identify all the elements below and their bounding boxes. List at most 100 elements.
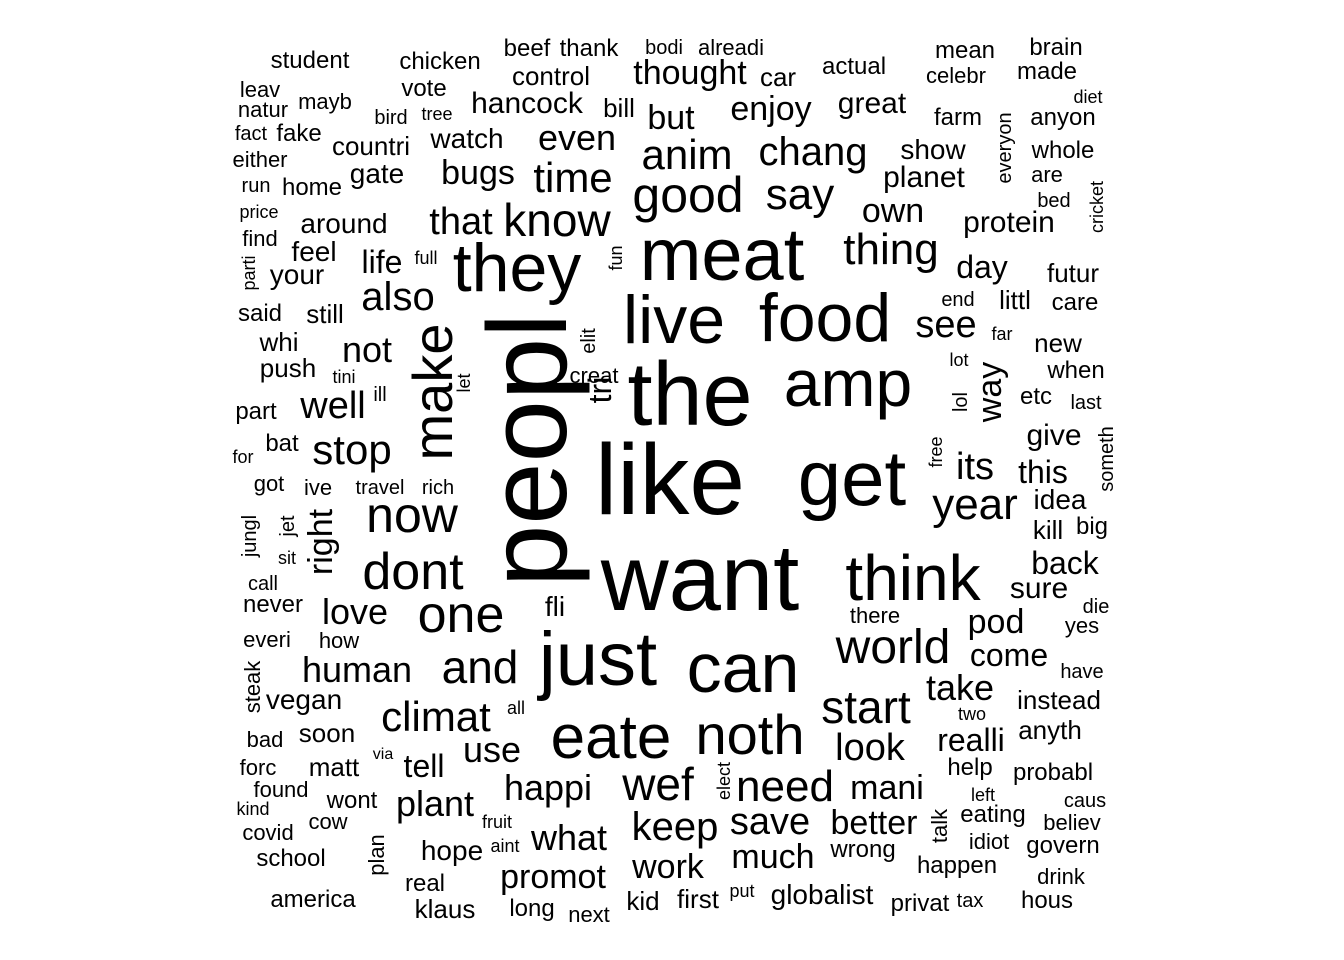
word-cloud-word: better xyxy=(830,804,918,842)
word-cloud-word: matt xyxy=(308,752,360,782)
word-cloud-word: fun xyxy=(606,245,626,271)
word-cloud-word: world xyxy=(835,621,951,674)
word-cloud-word: let xyxy=(454,373,474,393)
word-cloud-word: talk xyxy=(927,808,952,844)
word-cloud-word: first xyxy=(677,884,719,914)
word-cloud-word: natur xyxy=(237,97,289,122)
word-cloud-word: show xyxy=(900,134,966,165)
word-cloud-word: soon xyxy=(298,718,356,748)
word-cloud-word: anyon xyxy=(1030,104,1096,131)
word-cloud-word: give xyxy=(1026,419,1082,452)
word-cloud-word: celebr xyxy=(926,63,986,88)
word-cloud-word: die xyxy=(1082,596,1110,618)
word-cloud-word: wef xyxy=(622,758,694,810)
word-cloud-word: eating xyxy=(960,801,1026,828)
word-cloud-word: travel xyxy=(355,477,405,499)
word-cloud-word: this xyxy=(1018,454,1068,490)
word-cloud-word: use xyxy=(462,729,522,770)
word-cloud-word: end xyxy=(941,289,975,311)
word-cloud-word: food xyxy=(758,280,892,356)
word-cloud-word: forc xyxy=(239,755,277,780)
word-cloud-word: someth xyxy=(1096,426,1118,492)
word-cloud-word: left xyxy=(970,785,996,805)
word-cloud-word: rich xyxy=(421,477,455,499)
word-cloud-word: via xyxy=(372,746,394,763)
word-cloud-word: free xyxy=(926,436,946,468)
word-cloud-word: meat xyxy=(639,213,805,296)
word-cloud-word: bed xyxy=(1037,190,1071,212)
word-cloud-word: enjoy xyxy=(730,90,812,128)
word-cloud-word: brain xyxy=(1029,34,1083,61)
word-cloud-word: big xyxy=(1075,513,1109,540)
word-cloud-word: there xyxy=(849,603,901,628)
word-cloud-word: vegan xyxy=(265,684,343,715)
word-cloud-word: call xyxy=(247,573,279,595)
word-cloud-word: idiot xyxy=(968,829,1010,854)
word-cloud-word: long xyxy=(509,895,555,922)
word-cloud-word: chicken xyxy=(399,48,481,75)
word-cloud-word: leav xyxy=(239,77,281,102)
word-cloud-word: but xyxy=(647,99,695,137)
word-cloud-word: last xyxy=(1070,392,1102,414)
word-cloud-word: start xyxy=(821,681,911,733)
word-cloud-word: ill xyxy=(373,384,387,406)
word-cloud-word: sit xyxy=(278,548,296,568)
word-cloud-word: elit xyxy=(578,328,600,354)
word-cloud-word: just xyxy=(538,617,658,702)
word-cloud-word: bugs xyxy=(441,154,515,192)
word-cloud-word: how xyxy=(318,628,360,653)
word-cloud-word: klaus xyxy=(414,894,476,924)
word-cloud-word: full xyxy=(414,248,438,268)
word-cloud-word: farm xyxy=(934,104,982,131)
word-cloud-word: pod xyxy=(967,603,1025,641)
word-cloud-word: when xyxy=(1047,357,1105,384)
word-cloud-word: watch xyxy=(430,123,504,154)
word-cloud-word: own xyxy=(861,192,925,230)
word-cloud-word: idea xyxy=(1033,484,1087,515)
word-cloud-word: drink xyxy=(1037,864,1085,889)
word-cloud-word: cricket xyxy=(1087,180,1107,234)
word-cloud-word: what xyxy=(530,817,608,858)
word-cloud-word: diet xyxy=(1073,87,1103,107)
word-cloud-word: can xyxy=(686,629,800,707)
word-cloud-word: year xyxy=(932,480,1018,529)
word-cloud-word: gate xyxy=(349,158,405,189)
word-cloud-word: help xyxy=(947,754,993,781)
word-cloud-word: its xyxy=(956,446,994,488)
word-cloud-word: fruit xyxy=(481,812,513,832)
word-cloud-word: new xyxy=(1034,328,1082,358)
word-cloud-word: noth xyxy=(695,703,805,766)
word-cloud-word: control xyxy=(511,61,591,91)
word-cloud-word: made xyxy=(1016,58,1078,85)
word-cloud-word: govern xyxy=(1026,832,1100,859)
word-cloud-word: bird xyxy=(374,107,408,129)
word-cloud-word: either xyxy=(232,147,288,172)
word-cloud-word: said xyxy=(237,300,283,327)
word-cloud-word: bill xyxy=(603,93,635,123)
word-cloud-word: back xyxy=(1031,545,1099,581)
word-cloud-word: have xyxy=(1060,661,1104,683)
word-cloud-word: tree xyxy=(421,104,453,124)
word-cloud-word: tini xyxy=(332,367,356,387)
word-cloud-word: school xyxy=(256,845,326,872)
word-cloud-word: thank xyxy=(559,35,619,62)
word-cloud-word: think xyxy=(845,542,981,614)
word-cloud-word: vote xyxy=(401,75,447,102)
word-cloud-word: find xyxy=(242,226,278,251)
word-cloud-word: for xyxy=(232,447,254,467)
word-cloud-word: and xyxy=(441,641,519,693)
word-cloud-word: climat xyxy=(381,693,491,740)
word-cloud-word: fake xyxy=(276,120,322,147)
word-cloud-word: yes xyxy=(1064,613,1100,638)
word-cloud-word: mani xyxy=(850,769,924,807)
word-cloud-word: alreadi xyxy=(697,35,765,60)
word-cloud-word: not xyxy=(341,329,393,370)
word-cloud-word: creat xyxy=(569,363,619,388)
word-cloud-word: life xyxy=(361,244,403,280)
word-cloud-word: get xyxy=(797,434,907,522)
word-cloud-word: never xyxy=(242,591,304,618)
word-cloud-word: peopl xyxy=(465,312,590,588)
word-cloud-word: dont xyxy=(362,543,464,601)
word-cloud-word: kind xyxy=(236,799,270,819)
